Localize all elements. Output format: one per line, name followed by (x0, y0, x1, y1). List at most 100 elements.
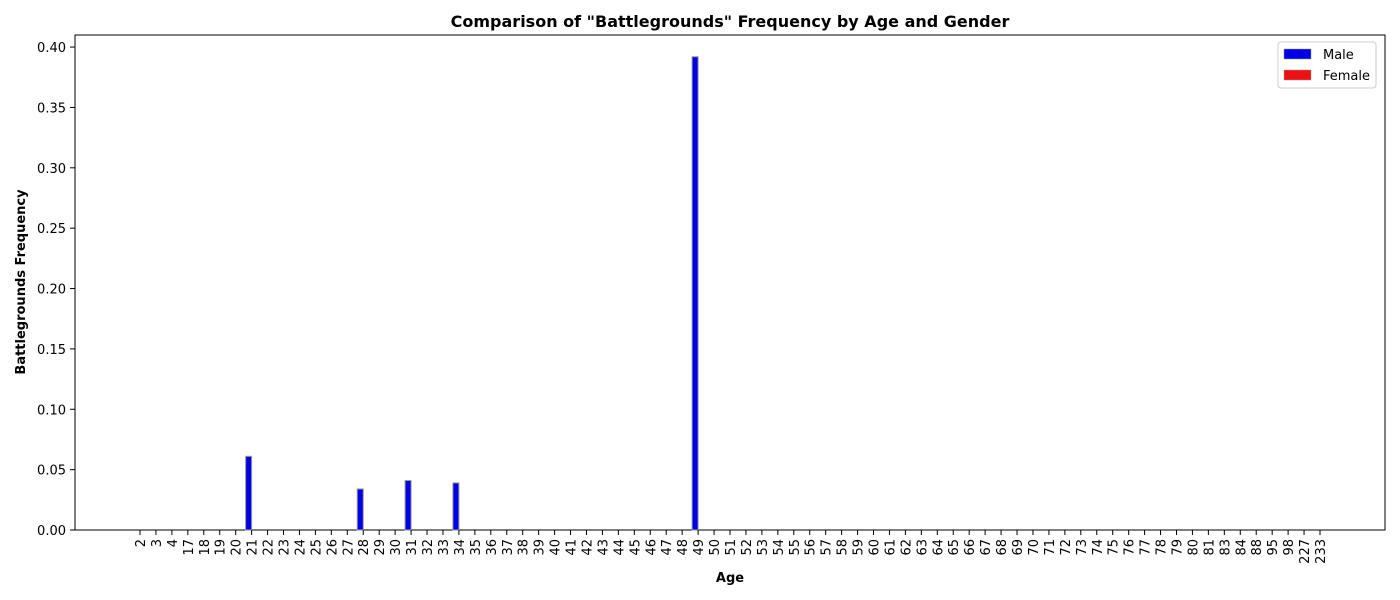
x-tick-label: 72 (1059, 539, 1074, 556)
x-tick-label: 74 (1091, 539, 1106, 556)
x-tick-label: 71 (1043, 539, 1058, 556)
bar-male-age-49 (691, 56, 699, 531)
x-tick-label: 24 (293, 539, 308, 556)
x-tick-label: 88 (1250, 539, 1265, 556)
legend-label-female: Female (1323, 69, 1370, 84)
x-tick-label: 42 (580, 539, 595, 556)
x-tick-label: 22 (262, 539, 277, 556)
x-tick-label: 57 (820, 539, 835, 556)
x-tick-label: 81 (1202, 539, 1217, 556)
x-tick-label: 48 (676, 539, 691, 556)
x-tick-label: 66 (963, 539, 978, 556)
y-tick-label: 0.20 (37, 283, 66, 298)
x-tick-label: 63 (915, 539, 930, 556)
legend-swatch-female (1283, 69, 1312, 81)
y-axis-label: Battlegrounds Frequency (14, 189, 29, 375)
bar-male-age-21 (245, 455, 253, 531)
x-tick-label: 73 (1075, 539, 1090, 556)
x-tick-label: 83 (1218, 539, 1233, 556)
x-tick-label: 4 (166, 539, 181, 547)
bars-group (245, 56, 699, 531)
x-axis: 2 3 4 17 18 19 20 21 22 23 24 25 26 27 28 29 30 31 32 33 34 3… (134, 530, 1329, 564)
x-tick-label: 39 (533, 539, 548, 556)
x-tick-label: 60 (868, 539, 883, 556)
x-tick-label: 56 (804, 539, 819, 556)
x-tick-label: 80 (1186, 539, 1201, 556)
x-tick-label: 50 (708, 539, 723, 556)
x-tick-label: 51 (724, 539, 739, 556)
x-tick-label: 41 (565, 539, 580, 556)
x-tick-label: 36 (485, 539, 500, 556)
x-tick-label: 29 (373, 539, 388, 556)
x-tick-label: 38 (517, 539, 532, 556)
x-tick-label: 98 (1282, 539, 1297, 556)
y-tick-label: 0.10 (37, 403, 66, 418)
x-tick-label: 30 (389, 539, 404, 556)
x-tick-label: 55 (788, 539, 803, 556)
x-tick-label: 53 (756, 539, 771, 556)
x-axis-label: Age (716, 571, 744, 586)
legend-swatch-male (1283, 48, 1312, 60)
y-tick-label: 0.30 (37, 162, 66, 177)
x-tick-label: 43 (596, 539, 611, 556)
x-tick-label: 59 (852, 539, 867, 556)
legend[interactable]: Male Female (1277, 41, 1377, 89)
x-tick-label: 34 (453, 539, 468, 556)
x-tick-label: 46 (644, 539, 659, 556)
x-tick-label: 17 (182, 539, 197, 556)
legend-label-male: Male (1323, 48, 1354, 63)
x-tick-label: 31 (405, 539, 420, 556)
x-tick-label: 76 (1123, 539, 1138, 556)
x-tick-label: 69 (1011, 539, 1026, 556)
y-tick-label: 0.35 (37, 101, 66, 116)
x-tick-label: 20 (230, 539, 245, 556)
x-tick-label: 61 (883, 539, 898, 556)
x-tick-label: 44 (612, 539, 627, 556)
x-tick-label: 54 (772, 539, 787, 556)
plot-area (74, 34, 1386, 531)
x-tick-label: 35 (469, 539, 484, 556)
y-tick-label: 0.00 (37, 524, 66, 539)
x-tick-label: 18 (198, 539, 213, 556)
x-tick-label: 65 (947, 539, 962, 556)
y-tick-label: 0.25 (37, 222, 66, 237)
x-tick-label: 27 (341, 539, 356, 556)
x-tick-label: 64 (931, 539, 946, 556)
x-tick-label: 49 (692, 539, 707, 556)
x-tick-label: 25 (309, 539, 324, 556)
bar-male-age-31 (404, 480, 412, 531)
x-tick-label: 95 (1266, 539, 1281, 556)
x-tick-label: 78 (1155, 539, 1170, 556)
y-tick-label: 0.15 (37, 343, 66, 358)
x-tick-label: 23 (278, 539, 293, 556)
bar-male-age-34 (452, 482, 460, 531)
x-tick-label: 3 (150, 539, 165, 547)
x-tick-label: 2 (134, 539, 149, 547)
x-tick-label: 79 (1170, 539, 1185, 556)
x-tick-label: 227 (1298, 539, 1313, 564)
bar-male-age-28 (356, 488, 364, 531)
y-tick-label: 0.05 (37, 464, 66, 479)
x-tick-label: 233 (1314, 539, 1329, 564)
x-tick-label: 84 (1234, 539, 1249, 556)
x-tick-label: 33 (437, 539, 452, 556)
chart-title: Comparison of "Battlegrounds" Frequency … (451, 12, 1010, 31)
x-tick-label: 37 (501, 539, 516, 556)
x-tick-label: 45 (628, 539, 643, 556)
x-tick-label: 70 (1027, 539, 1042, 556)
x-tick-label: 19 (214, 539, 229, 556)
x-tick-label: 26 (325, 539, 340, 556)
y-tick-label: 0.40 (37, 41, 66, 56)
x-tick-label: 47 (660, 539, 675, 556)
x-tick-label: 21 (246, 539, 261, 556)
y-axis: 0.00 0.05 0.10 0.15 0.20 0.25 0.30 0.35 0.40 (37, 41, 75, 539)
x-tick-label: 52 (740, 539, 755, 556)
x-tick-label: 75 (1107, 539, 1122, 556)
x-tick-label: 62 (899, 539, 914, 556)
x-tick-label: 28 (357, 539, 372, 556)
x-tick-label: 67 (979, 539, 994, 556)
x-tick-label: 77 (1139, 539, 1154, 556)
x-tick-label: 32 (421, 539, 436, 556)
x-tick-label: 68 (995, 539, 1010, 556)
